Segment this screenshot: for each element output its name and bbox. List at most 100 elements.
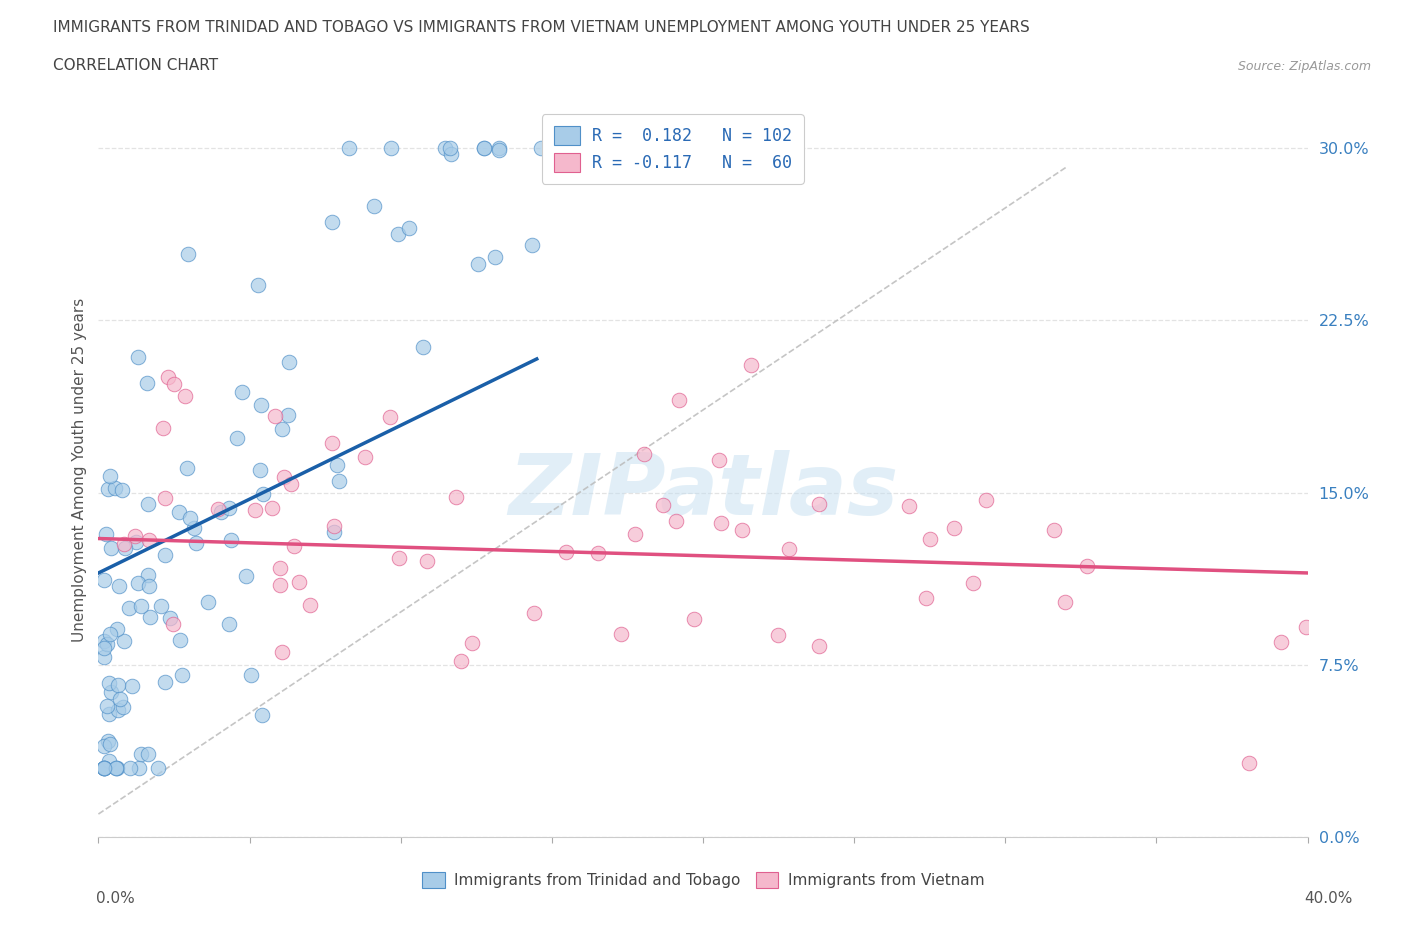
Y-axis label: Unemployment Among Youth under 25 years: Unemployment Among Youth under 25 years — [72, 298, 87, 642]
Point — [107, 703, 129, 718]
Point — [250, 398, 273, 413]
Point — [136, 747, 159, 762]
Point — [138, 497, 160, 512]
Point — [1043, 523, 1066, 538]
Point — [461, 636, 484, 651]
Point — [488, 142, 510, 157]
Text: 0.0%: 0.0% — [96, 891, 135, 906]
Point — [100, 540, 122, 555]
Point — [252, 486, 274, 501]
Point — [136, 376, 159, 391]
Point — [127, 576, 149, 591]
Point — [169, 633, 191, 648]
Point — [354, 450, 377, 465]
Point — [530, 140, 553, 155]
Point — [209, 504, 232, 519]
Point — [118, 761, 141, 776]
Point — [240, 668, 263, 683]
Point — [112, 699, 135, 714]
Point — [554, 544, 576, 559]
Point — [131, 747, 153, 762]
Point — [235, 568, 257, 583]
Point — [136, 567, 159, 582]
Point — [243, 502, 266, 517]
Point — [124, 535, 146, 550]
Point — [93, 761, 115, 776]
Point — [104, 481, 127, 496]
Point — [98, 754, 121, 769]
Point — [105, 622, 128, 637]
Point — [218, 500, 240, 515]
Point — [269, 561, 291, 576]
Point — [112, 634, 135, 649]
Point — [93, 634, 115, 649]
Point — [446, 490, 468, 505]
Point — [93, 572, 115, 587]
Point — [398, 220, 420, 235]
Point — [323, 525, 346, 539]
Point — [111, 483, 134, 498]
Point — [105, 761, 128, 776]
Point — [1239, 756, 1261, 771]
Point — [179, 511, 201, 525]
Point — [124, 528, 146, 543]
Point — [93, 761, 115, 776]
Point — [177, 246, 200, 261]
Point — [262, 501, 284, 516]
Point — [412, 339, 434, 354]
Point — [104, 761, 127, 776]
Point — [150, 599, 173, 614]
Legend: Immigrants from Trinidad and Tobago, Immigrants from Vietnam: Immigrants from Trinidad and Tobago, Imm… — [415, 864, 991, 896]
Point — [710, 515, 733, 530]
Point — [1054, 594, 1077, 609]
Point — [321, 436, 343, 451]
Point — [114, 541, 136, 556]
Point — [129, 599, 152, 614]
Point — [467, 257, 489, 272]
Point — [523, 605, 546, 620]
Point — [100, 626, 122, 641]
Point — [96, 636, 118, 651]
Point — [278, 355, 301, 370]
Point — [387, 227, 409, 242]
Point — [588, 545, 610, 560]
Point — [270, 422, 292, 437]
Point — [388, 550, 411, 565]
Point — [156, 370, 179, 385]
Point — [897, 499, 920, 514]
Text: Source: ZipAtlas.com: Source: ZipAtlas.com — [1237, 60, 1371, 73]
Point — [328, 474, 350, 489]
Point — [153, 675, 176, 690]
Text: ZIPatlas: ZIPatlas — [508, 450, 898, 533]
Point — [439, 140, 461, 155]
Point — [197, 594, 219, 609]
Point — [249, 462, 271, 477]
Point — [97, 733, 120, 748]
Point — [167, 504, 190, 519]
Point — [624, 527, 647, 542]
Point — [280, 477, 302, 492]
Point — [522, 237, 544, 252]
Point — [915, 591, 938, 605]
Point — [173, 389, 195, 404]
Point — [668, 392, 690, 407]
Point — [472, 140, 495, 155]
Point — [100, 684, 122, 699]
Point — [218, 617, 240, 631]
Point — [93, 641, 115, 656]
Point — [378, 410, 401, 425]
Point — [97, 481, 120, 496]
Text: 40.0%: 40.0% — [1305, 891, 1353, 906]
Point — [163, 377, 186, 392]
Point — [155, 490, 177, 505]
Point — [207, 501, 229, 516]
Point — [263, 408, 285, 423]
Point — [105, 761, 128, 776]
Point — [107, 578, 129, 593]
Point — [172, 667, 194, 682]
Point — [337, 140, 360, 155]
Point — [730, 523, 752, 538]
Point — [93, 761, 115, 776]
Point — [273, 470, 295, 485]
Point — [162, 616, 184, 631]
